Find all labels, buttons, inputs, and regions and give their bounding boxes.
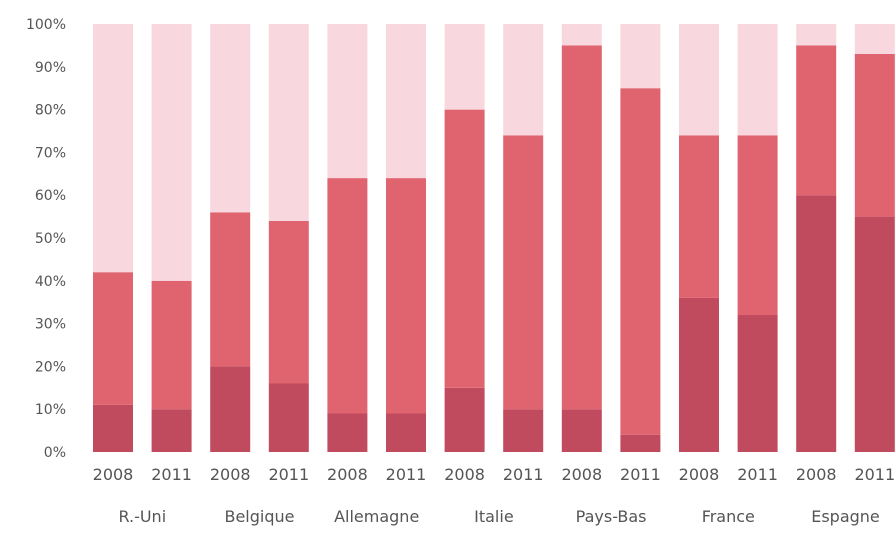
x-tick-label: 2011 xyxy=(268,465,309,484)
bar-segment-2 xyxy=(151,280,192,410)
bar-segment-1 xyxy=(679,297,719,452)
bar-segment-1 xyxy=(561,409,602,452)
bar-segment-2 xyxy=(444,109,485,388)
group-label: Belgique xyxy=(224,507,294,526)
x-tick-label: 2011 xyxy=(151,465,192,484)
x-axis-group-labels: R.-Uni Belgique Allemagne Italie Pays-Bas Fra… xyxy=(118,507,879,526)
bar-segment-2 xyxy=(561,45,602,410)
x-tick-label: 2008 xyxy=(796,465,837,484)
bar-segment-3 xyxy=(93,24,133,273)
bar-segment-3 xyxy=(561,24,602,46)
bar-segment-1 xyxy=(503,409,544,452)
bar-segment-2 xyxy=(93,272,133,405)
x-tick-label: 2011 xyxy=(620,465,661,484)
bar-segment-2 xyxy=(210,212,251,367)
group-label: Allemagne xyxy=(334,507,419,526)
bar-segment-3 xyxy=(151,24,192,281)
bar-segment-1 xyxy=(151,409,192,452)
group-label: Espagne xyxy=(811,507,880,526)
x-tick-label: 2008 xyxy=(444,465,485,484)
bar-segment-3 xyxy=(386,24,426,179)
bar-segment-1 xyxy=(210,366,251,452)
y-tick-label: 40% xyxy=(35,274,66,290)
bar-segment-2 xyxy=(503,135,544,410)
x-tick-label: 2011 xyxy=(854,465,895,484)
x-tick-label: 2008 xyxy=(679,465,720,484)
y-tick-label: 70% xyxy=(35,145,66,161)
bar-segment-3 xyxy=(679,24,719,136)
bar-segment-2 xyxy=(737,135,778,316)
bar-segment-3 xyxy=(268,24,309,221)
x-tick-label: 2008 xyxy=(327,465,368,484)
bar-segment-3 xyxy=(854,24,895,54)
bar-segment-1 xyxy=(796,195,837,452)
bar-segment-3 xyxy=(444,24,485,110)
bar-segment-1 xyxy=(737,315,778,452)
bar-segment-2 xyxy=(854,54,895,217)
bar-segment-3 xyxy=(327,24,368,179)
bar-segment-3 xyxy=(737,24,778,136)
bar-segment-2 xyxy=(327,178,368,414)
x-tick-label: 2008 xyxy=(210,465,251,484)
y-tick-label: 80% xyxy=(35,103,66,119)
bar-segment-2 xyxy=(796,45,837,196)
y-tick-label: 10% xyxy=(35,402,66,418)
bar-segment-1 xyxy=(327,413,368,452)
bar-segment-3 xyxy=(620,24,661,89)
bar-segment-1 xyxy=(268,383,309,452)
x-tick-label: 2008 xyxy=(561,465,602,484)
group-label: Pays-Bas xyxy=(576,507,647,526)
x-tick-label: 2008 xyxy=(93,465,134,484)
bar-segment-2 xyxy=(268,220,309,384)
bar-segment-1 xyxy=(620,434,661,452)
bar-segment-3 xyxy=(796,24,837,46)
x-tick-label: 2011 xyxy=(737,465,778,484)
y-tick-label: 0% xyxy=(44,445,66,461)
y-tick-label: 20% xyxy=(35,359,66,375)
y-tick-label: 50% xyxy=(35,231,66,247)
bar-segment-2 xyxy=(620,88,661,435)
y-tick-label: 60% xyxy=(35,188,66,204)
bar-segment-3 xyxy=(503,24,544,136)
x-axis-year-labels: 2008 2011 2008 2011 2008 2011 2008 2011 2008 2011… xyxy=(93,465,896,484)
bar-segment-2 xyxy=(386,178,426,414)
y-axis-ticks: 0% 10% 20% 30% 40% 50% 60% 70% 80% 90% 100% xyxy=(26,17,66,461)
y-tick-label: 100% xyxy=(26,17,66,33)
bars xyxy=(93,24,895,452)
bar-segment-1 xyxy=(93,404,133,452)
y-tick-label: 90% xyxy=(35,60,66,76)
bar-segment-1 xyxy=(386,413,426,452)
bar-segment-3 xyxy=(210,24,251,213)
x-tick-label: 2011 xyxy=(503,465,544,484)
y-tick-label: 30% xyxy=(35,317,66,333)
bar-segment-1 xyxy=(854,216,895,452)
group-label: R.-Uni xyxy=(118,507,166,526)
bar-segment-1 xyxy=(444,387,485,452)
group-label: Italie xyxy=(474,507,514,526)
bar-segment-2 xyxy=(679,135,719,298)
group-label: France xyxy=(702,507,755,526)
x-tick-label: 2011 xyxy=(386,465,427,484)
